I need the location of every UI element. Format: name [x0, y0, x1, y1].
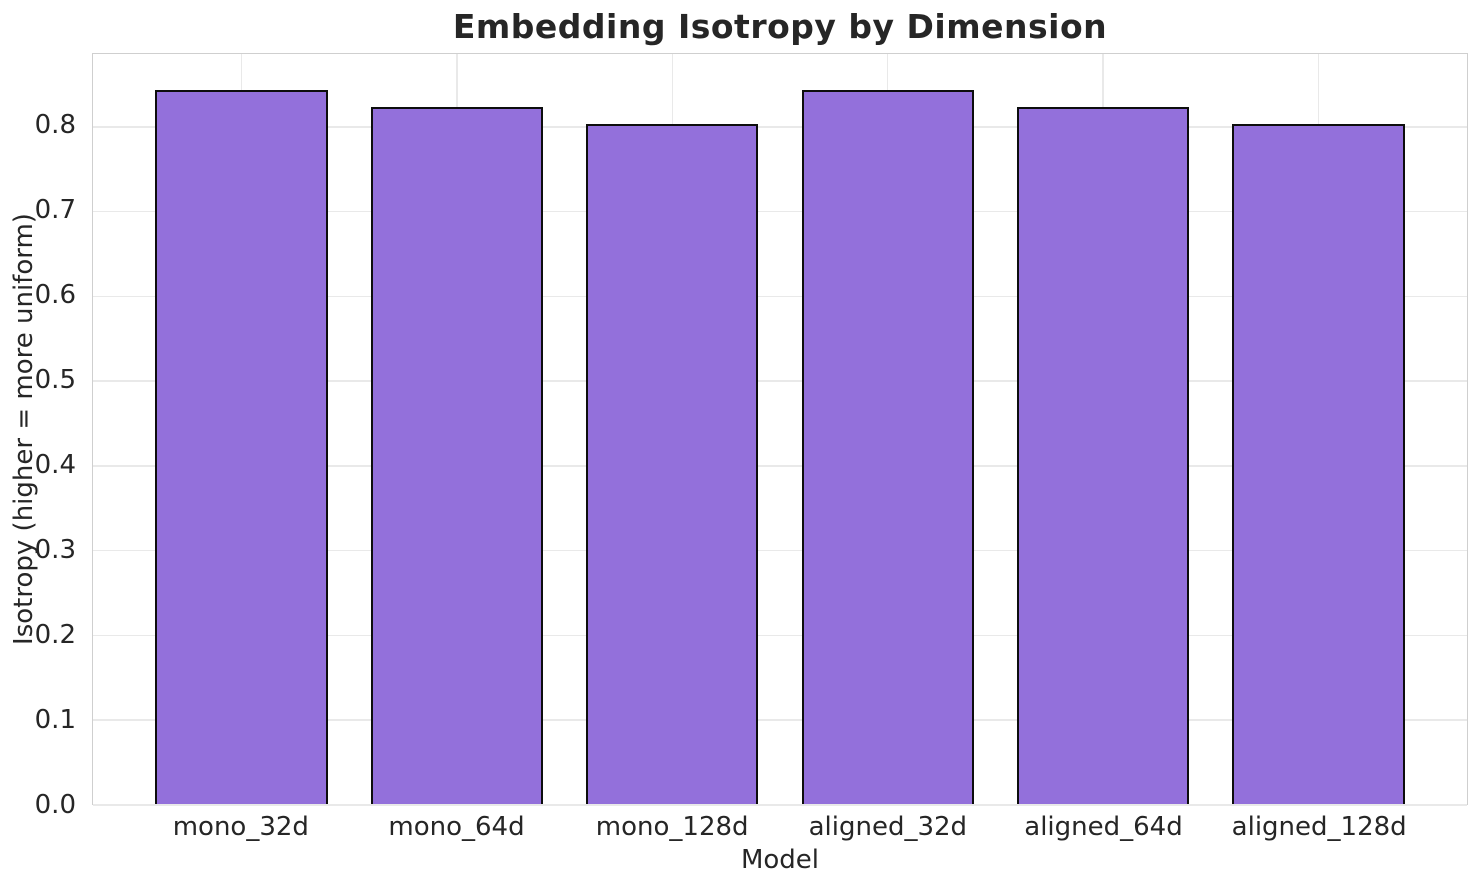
bar-mono_128d [586, 123, 759, 804]
plot-area [92, 53, 1468, 806]
h-gridline [93, 804, 1467, 806]
h-gridline [93, 634, 1467, 637]
h-gridline [93, 210, 1467, 213]
x-tick-label-mono_128d: mono_128d [595, 812, 749, 842]
bar-mono_64d [370, 107, 544, 804]
y-axis-tick-labels: 0.0 0.1 0.2 0.3 0.4 0.5 0.6 0.7 0.8 [0, 53, 76, 818]
x-axis-tick-labels: mono_32d mono_64d mono_128d aligned_32d alig… [92, 814, 1468, 844]
x-tick-label-aligned_128d: aligned_128d [1231, 812, 1407, 842]
h-gridline [93, 549, 1467, 552]
h-gridline [93, 380, 1467, 382]
x-tick-label-aligned_64d: aligned_64d [1024, 812, 1183, 842]
y-tick-label: 0.2 [34, 620, 76, 651]
x-tick-label-mono_32d: mono_32d [172, 812, 309, 842]
x-tick-label-aligned_32d: aligned_32d [808, 812, 968, 842]
bar-aligned_32d [801, 90, 974, 804]
y-tick-label: 0.1 [34, 705, 76, 736]
y-tick-label: 0.3 [34, 535, 76, 566]
x-tick-label-mono_64d: mono_64d [388, 812, 525, 842]
y-tick-label: 0.6 [34, 280, 76, 311]
x-axis-label: Model [740, 845, 820, 875]
y-tick-label: 0.0 [34, 790, 76, 820]
h-gridline [93, 295, 1467, 298]
h-gridline [93, 719, 1467, 721]
h-gridline [93, 465, 1467, 467]
y-tick-label: 0.4 [34, 450, 76, 481]
bar-aligned_128d [1232, 123, 1405, 804]
y-tick-label: 0.8 [34, 110, 76, 141]
bar-mono_32d [155, 90, 328, 804]
h-gridline [93, 126, 1467, 128]
y-tick-label: 0.7 [34, 195, 76, 226]
y-tick-label: 0.5 [34, 365, 76, 396]
chart-title: Embedding Isotropy by Dimension [452, 7, 1108, 46]
bar-aligned_64d [1016, 107, 1190, 804]
